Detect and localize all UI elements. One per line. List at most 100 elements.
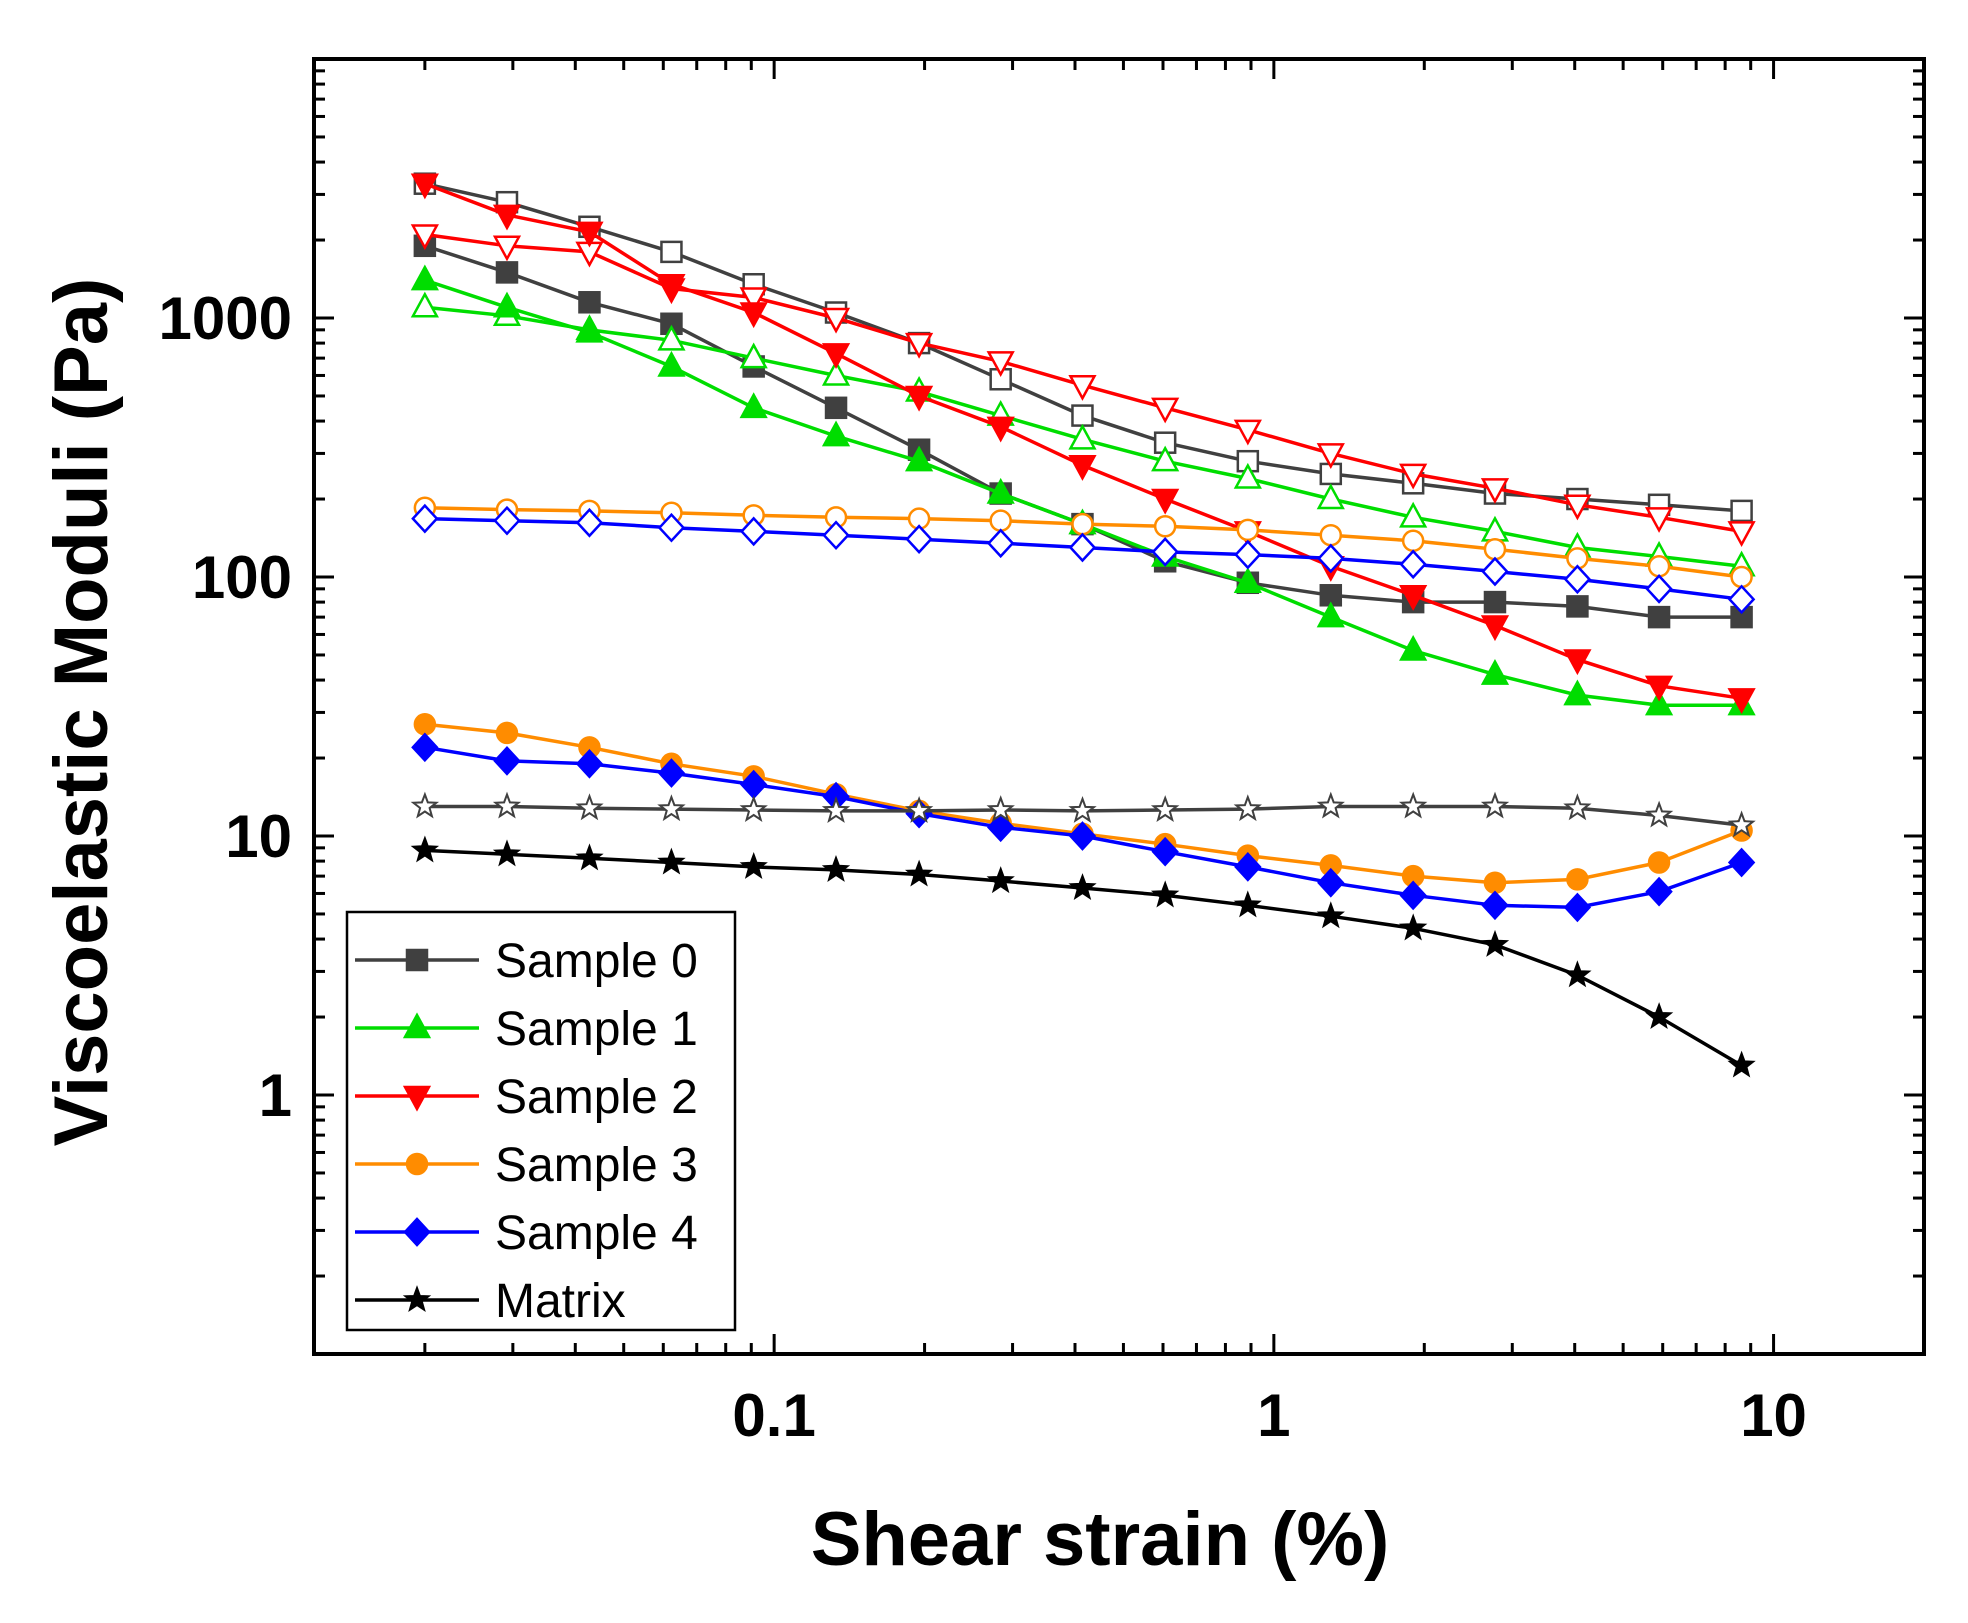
data-point bbox=[1233, 890, 1262, 918]
legend-label: Matrix bbox=[495, 1275, 626, 1328]
data-point bbox=[1727, 810, 1756, 838]
legend-box bbox=[345, 910, 737, 1332]
legend-item: Sample 4 bbox=[355, 1207, 698, 1260]
series-sample-2-open bbox=[410, 224, 1756, 548]
data-point bbox=[410, 791, 440, 819]
tick-labels: 0.1 1 10 1 10 100 1000 bbox=[159, 285, 1807, 1449]
data-point bbox=[492, 235, 522, 262]
data-point bbox=[1068, 796, 1097, 823]
data-point bbox=[739, 392, 768, 419]
data-point bbox=[1563, 649, 1592, 676]
data-point bbox=[575, 507, 604, 538]
data-point bbox=[575, 793, 604, 821]
data-point bbox=[575, 748, 604, 779]
data-point bbox=[821, 359, 851, 386]
y-tick-label: 10 bbox=[225, 803, 292, 870]
data-point bbox=[986, 866, 1015, 894]
data-point bbox=[822, 520, 850, 551]
data-point bbox=[1647, 851, 1671, 874]
data-point bbox=[575, 221, 604, 248]
data-point bbox=[1316, 901, 1345, 929]
data-point bbox=[1644, 507, 1674, 533]
data-point bbox=[739, 287, 768, 314]
data-point bbox=[578, 291, 601, 314]
legend-swatch-marker bbox=[402, 1012, 432, 1039]
data-point bbox=[821, 420, 851, 447]
data-point bbox=[413, 713, 437, 736]
data-point bbox=[1727, 688, 1756, 714]
data-point bbox=[1236, 518, 1260, 542]
data-point bbox=[904, 385, 934, 412]
data-point bbox=[1483, 590, 1507, 614]
data-point bbox=[1233, 794, 1262, 822]
data-point bbox=[739, 516, 768, 547]
data-point bbox=[495, 261, 519, 284]
data-point bbox=[1234, 852, 1262, 882]
plot-frame bbox=[312, 57, 1926, 1356]
data-point bbox=[1563, 793, 1592, 821]
data-point bbox=[821, 796, 851, 823]
data-point bbox=[1566, 868, 1589, 891]
data-point bbox=[1483, 537, 1507, 561]
data-point bbox=[575, 843, 604, 871]
data-point bbox=[904, 796, 934, 823]
data-point bbox=[1068, 374, 1097, 401]
data-point bbox=[986, 812, 1015, 843]
data-point bbox=[1483, 871, 1507, 894]
series-layer bbox=[410, 172, 1756, 1078]
data-point bbox=[1153, 515, 1177, 538]
data-point bbox=[1480, 658, 1510, 685]
data-point bbox=[1398, 913, 1428, 941]
data-point bbox=[1401, 529, 1425, 553]
data-point bbox=[905, 524, 933, 554]
data-point bbox=[657, 847, 686, 875]
data-point bbox=[1563, 892, 1592, 923]
data-point bbox=[492, 204, 522, 231]
legend-label: Sample 2 bbox=[495, 1071, 698, 1124]
data-point bbox=[1481, 556, 1509, 587]
data-point bbox=[657, 758, 686, 788]
data-point bbox=[492, 291, 522, 318]
data-point bbox=[493, 746, 521, 776]
data-point bbox=[1480, 615, 1510, 642]
data-point bbox=[904, 445, 934, 472]
data-point bbox=[657, 512, 686, 543]
data-point bbox=[1399, 463, 1428, 490]
legend-item: Sample 2 bbox=[355, 1071, 698, 1124]
data-point bbox=[1563, 494, 1592, 521]
legend-label: Sample 4 bbox=[495, 1207, 698, 1260]
y-tick-label: 1 bbox=[259, 1062, 292, 1129]
data-point bbox=[1151, 537, 1179, 567]
legend-swatch-marker bbox=[403, 1217, 431, 1247]
data-point bbox=[989, 509, 1012, 532]
data-point bbox=[1563, 564, 1592, 595]
data-point bbox=[986, 795, 1015, 823]
data-point bbox=[1316, 483, 1345, 510]
data-point bbox=[1068, 873, 1097, 901]
data-point bbox=[1644, 689, 1674, 716]
data-point bbox=[1151, 836, 1179, 867]
data-point bbox=[739, 795, 768, 823]
data-point bbox=[657, 794, 686, 822]
data-point bbox=[986, 351, 1015, 377]
data-point bbox=[1480, 478, 1510, 504]
data-point bbox=[410, 224, 439, 251]
data-point bbox=[1644, 675, 1674, 702]
data-point bbox=[1730, 565, 1753, 589]
legend-swatch-marker bbox=[405, 948, 429, 972]
data-point bbox=[410, 264, 439, 291]
data-point bbox=[1563, 960, 1592, 988]
legend-item: Sample 0 bbox=[355, 935, 698, 988]
data-point bbox=[1727, 1050, 1756, 1078]
data-point bbox=[1234, 539, 1262, 570]
data-point bbox=[492, 839, 522, 867]
data-point bbox=[821, 307, 851, 334]
legend-item: Sample 1 bbox=[355, 1003, 698, 1056]
data-point bbox=[1727, 521, 1756, 548]
data-point bbox=[495, 721, 519, 745]
data-point bbox=[1151, 488, 1180, 515]
data-point bbox=[1068, 423, 1097, 450]
data-point bbox=[1150, 795, 1180, 823]
data-point bbox=[1316, 791, 1345, 819]
